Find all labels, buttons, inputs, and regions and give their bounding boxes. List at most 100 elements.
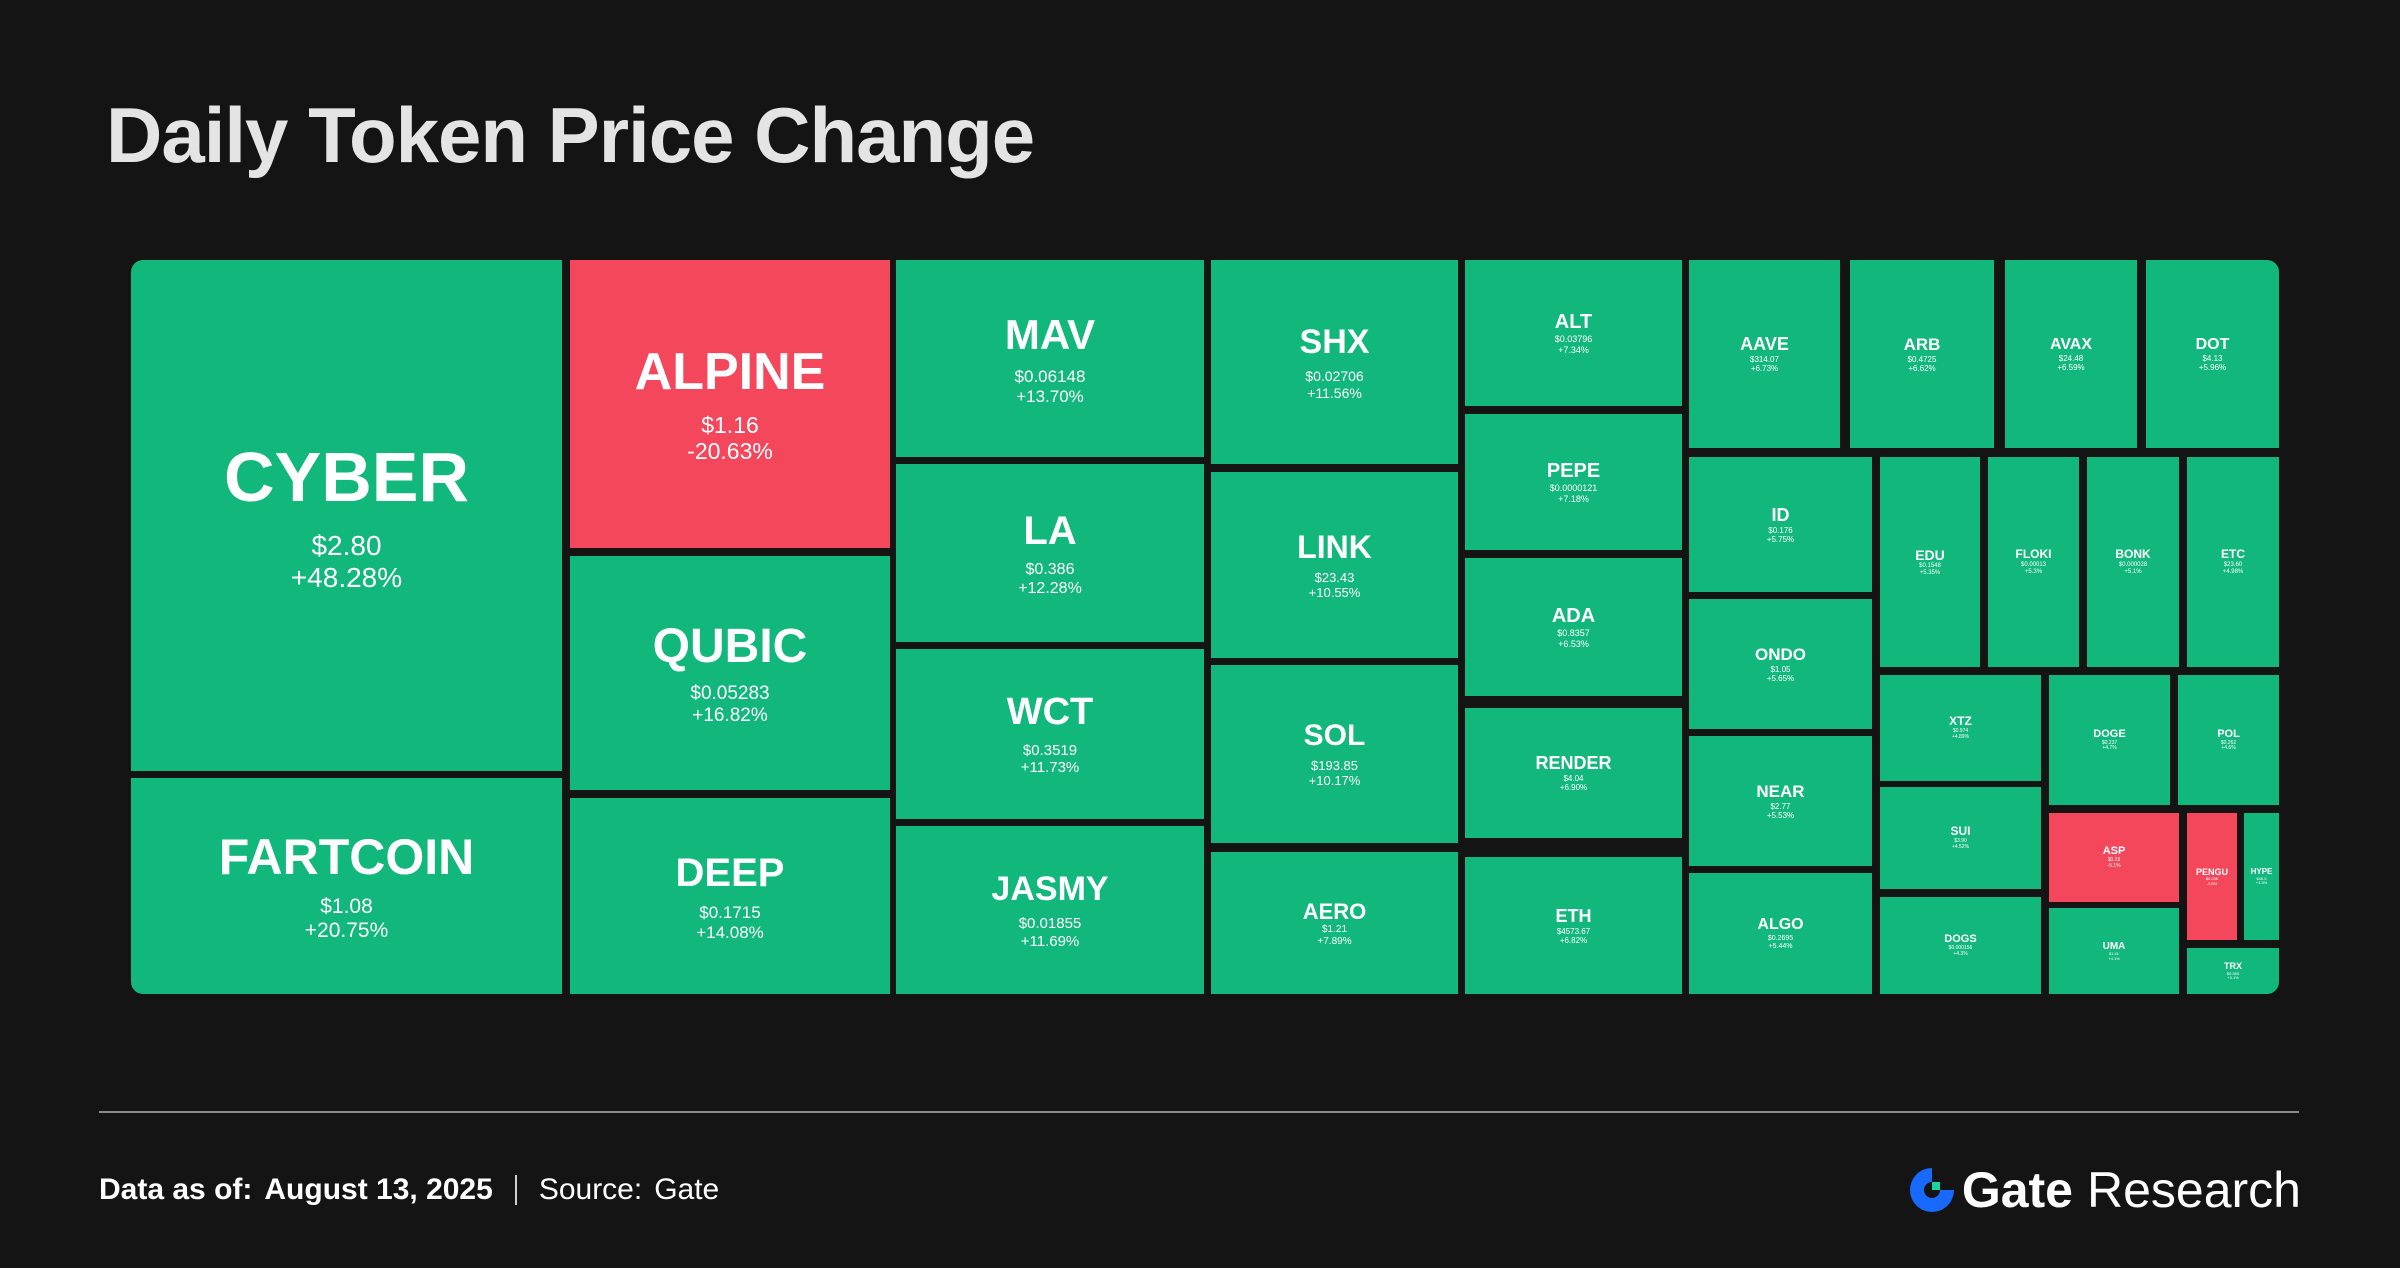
treemap-tile-ada: ADA $0.8357 +6.53%	[1465, 558, 1682, 696]
tile-symbol: MAV	[1004, 310, 1096, 358]
treemap-tile-edu: EDU $0.1548 +5.35%	[1880, 457, 1980, 667]
tile-symbol: SHX	[1299, 323, 1370, 362]
tile-price: $0.2695	[1767, 934, 1794, 942]
treemap-tile-etc: ETC $23.60 +4.98%	[2187, 457, 2279, 667]
tile-symbol: XTZ	[1949, 714, 1972, 729]
tile-change: +6.90%	[1559, 783, 1588, 793]
tile-change: +7.34%	[1558, 344, 1589, 355]
tile-price: $2.77	[1770, 801, 1791, 811]
treemap-tile-aero: AERO $1.21 +7.89%	[1211, 852, 1458, 994]
tile-symbol: BONK	[2115, 547, 2151, 562]
tile-change: +5.35%	[1919, 570, 1941, 577]
tile-symbol: ASP	[2102, 845, 2126, 858]
tile-symbol: ETC	[2221, 547, 2245, 562]
tile-price: $2.80	[311, 530, 382, 562]
tile-price: $1.41	[2108, 951, 2119, 957]
tile-change: +4.98%	[2222, 568, 2244, 575]
brand-name: Gate	[1961, 1162, 2073, 1218]
tile-price: $0.353	[2226, 970, 2240, 976]
tile-symbol: LINK	[1297, 528, 1372, 565]
tile-symbol: NEAR	[1756, 782, 1805, 802]
tile-price: $46.5	[2256, 875, 2267, 881]
treemap-tile-uma: UMA $1.41 +4.1%	[2049, 908, 2179, 994]
treemap-tile-bonk: BONK $0.000028 +5.1%	[2087, 457, 2179, 667]
tile-symbol: SOL	[1303, 719, 1366, 753]
tile-symbol: AERO	[1302, 898, 1367, 924]
page-title: Daily Token Price Change	[106, 91, 1035, 179]
tile-change: +4.6%	[2221, 745, 2236, 752]
tile-price: $0.000028	[2118, 562, 2148, 568]
tile-change: +10.55%	[1308, 585, 1361, 601]
tile-symbol: ALT	[1554, 311, 1593, 334]
tile-price: $24.48	[2058, 354, 2084, 363]
footer-separator	[514, 1175, 517, 1205]
treemap-tile-hype: HYPE $46.5 +3.3%	[2244, 813, 2279, 940]
tile-price: $0.05283	[690, 683, 770, 705]
tile-price: $0.02706	[1305, 368, 1364, 385]
tile-price: $1.21	[1321, 924, 1348, 936]
tile-change: +11.69%	[1020, 932, 1080, 950]
treemap-tile-deep: DEEP $0.1715 +14.08%	[570, 798, 890, 994]
tile-price: $4.04	[1563, 774, 1584, 784]
tile-change: +16.82%	[692, 705, 768, 727]
tile-symbol: ALPINE	[634, 343, 826, 402]
tile-change: +11.56%	[1307, 384, 1362, 401]
treemap-tile-sui: SUI $3.90 +4.52%	[1880, 787, 2041, 889]
tile-symbol: SUI	[1950, 824, 1971, 839]
tile-symbol: HYPE	[2250, 867, 2273, 877]
treemap-tile-algo: ALGO $0.2695 +5.44%	[1689, 873, 1872, 994]
tile-price: $0.0000121	[1549, 483, 1598, 494]
tile-price: $0.000156	[1948, 945, 1973, 952]
tile-symbol: ONDO	[1755, 645, 1806, 665]
treemap-tile-fartcoin: FARTCOIN $1.08 +20.75%	[131, 778, 562, 994]
tile-change: +4.52%	[1951, 843, 1970, 850]
tile-symbol: ETH	[1555, 905, 1592, 926]
tile-symbol: RENDER	[1535, 753, 1612, 774]
tile-price: $0.974	[1952, 728, 1969, 735]
tile-price: $1.16	[701, 411, 759, 438]
tile-change: +10.17%	[1308, 772, 1361, 788]
tile-change: +4.1%	[2108, 955, 2120, 961]
tile-change: +20.75%	[304, 919, 389, 943]
treemap-tile-wct: WCT $0.3519 +11.73%	[896, 649, 1204, 819]
tile-symbol: DOGS	[1944, 933, 1977, 946]
tile-change: +5.75%	[1766, 534, 1795, 544]
treemap-tile-shx: SHX $0.02706 +11.56%	[1211, 260, 1458, 464]
tile-change: +13.70%	[1016, 386, 1084, 406]
tile-symbol: FARTCOIN	[218, 828, 475, 885]
tile-change: +4.89%	[1951, 733, 1970, 740]
treemap-tile-dogs: DOGS $0.000156 +4.3%	[1880, 897, 2041, 994]
tile-price: $4.13	[2202, 354, 2223, 363]
tile-change: +5.1%	[2124, 568, 2142, 575]
tile-symbol: ADA	[1551, 605, 1596, 628]
tile-symbol: WCT	[1006, 691, 1094, 734]
tile-price: $0.01855	[1018, 915, 1082, 933]
tile-symbol: POL	[2217, 727, 2240, 740]
tile-price: $0.03796	[1554, 334, 1593, 345]
brand-suffix: Research	[2087, 1162, 2301, 1218]
tile-symbol: LA	[1023, 509, 1077, 554]
tile-change: +11.73%	[1020, 759, 1080, 777]
tile-change: +5.65%	[1766, 673, 1795, 683]
tile-change: +4.7%	[2102, 745, 2117, 752]
tile-symbol: AAVE	[1740, 334, 1789, 355]
tile-change: +12.28%	[1018, 579, 1082, 597]
tile-change: +6.62%	[1908, 363, 1936, 373]
tile-symbol: ID	[1771, 504, 1790, 525]
tile-price: $0.1715	[699, 902, 761, 922]
divider	[99, 1111, 2299, 1113]
tile-symbol: EDU	[1915, 547, 1945, 564]
tile-price: $0.1548	[1919, 563, 1941, 570]
source-label: Source:	[538, 1173, 643, 1206]
tile-symbol: AVAX	[2049, 335, 2093, 353]
tile-change: +48.28%	[290, 562, 403, 594]
footer: Data as of: August 13, 2025 Source: Gate	[99, 1170, 719, 1210]
tile-change: +5.96%	[2198, 363, 2227, 373]
tile-price: $0.06148	[1014, 367, 1086, 387]
treemap-tile-floki: FLOKI $0.00013 +5.3%	[1988, 457, 2079, 667]
tile-change: +3.3%	[2255, 880, 2268, 886]
tile-symbol: CYBER	[223, 437, 470, 516]
tile-change: +7.89%	[1317, 935, 1352, 947]
tile-change: -3.5%	[2206, 880, 2218, 886]
tile-change: +5.53%	[1766, 810, 1795, 820]
